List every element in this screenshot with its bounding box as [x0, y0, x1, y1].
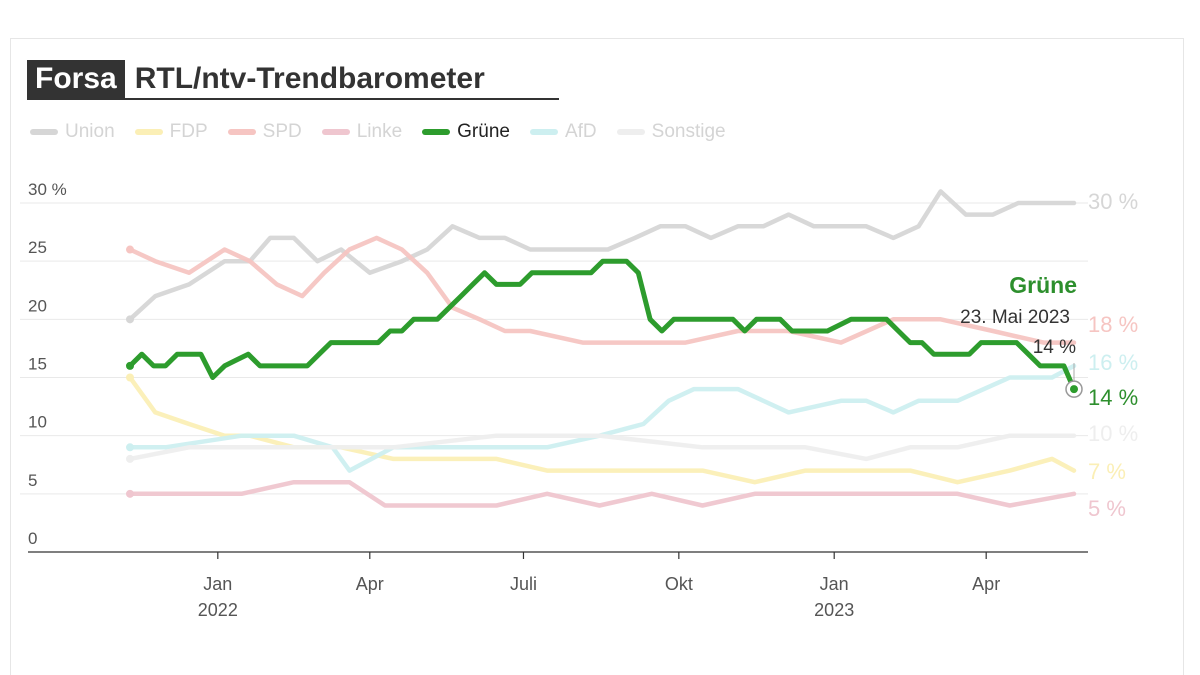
y-tick-label: 5	[28, 471, 37, 490]
x-tick-label: Jan	[820, 574, 849, 594]
y-tick-label: 30 %	[28, 180, 67, 199]
legend-item-sonstige[interactable]: Sonstige	[616, 121, 726, 143]
series-line-afd	[127, 363, 1077, 473]
legend-swatch	[134, 129, 163, 135]
series-start-dot	[126, 315, 134, 324]
x-tick-year-label: 2023	[814, 600, 854, 620]
legend-label: Sonstige	[651, 121, 726, 142]
legend-label: FDP	[169, 121, 208, 142]
legend-item-afd[interactable]: AfD	[529, 121, 597, 143]
brand-label: Forsa	[27, 60, 125, 98]
series-start-dot	[126, 245, 134, 254]
series-end-label: 5 %	[1088, 496, 1126, 521]
legend-label: AfD	[564, 121, 597, 142]
legend-item-grüne[interactable]: Grüne	[422, 121, 510, 143]
legend-swatch	[227, 129, 256, 135]
legend-label: SPD	[262, 121, 302, 142]
series-line-union	[127, 189, 1077, 322]
series-start-dot	[126, 443, 134, 452]
hover-marker-dot	[1070, 385, 1078, 394]
y-tick-label: 20	[28, 296, 47, 315]
tooltip-series-name: Grüne	[1009, 272, 1077, 298]
legend: Union FDP SPD Linke Grüne AfD Sonstige	[30, 121, 746, 143]
x-tick-label: Jan	[203, 574, 232, 594]
x-tick-label: Okt	[665, 574, 693, 594]
series-line-sonstige	[127, 433, 1077, 462]
legend-swatch	[529, 129, 558, 135]
series-line-spd	[127, 235, 1077, 345]
y-tick-label: 0	[28, 529, 37, 548]
tooltip-date: 23. Mai 2023	[960, 307, 1070, 328]
series-end-label: 18 %	[1088, 312, 1138, 337]
chart-title-text: RTL/ntv-Trendbarometer	[134, 62, 485, 95]
y-tick-label: 25	[28, 238, 47, 257]
legend-label: Linke	[356, 121, 403, 142]
series-end-label: 14 %	[1088, 385, 1138, 410]
legend-item-linke[interactable]: Linke	[321, 121, 403, 143]
series-end-label: 16 %	[1088, 350, 1138, 375]
x-tick-year-label: 2022	[198, 600, 238, 620]
legend-label: Union	[65, 121, 115, 142]
chart-title: Forsa RTL/ntv-Trendbarometer	[27, 59, 485, 99]
series-line-grüne	[127, 258, 1077, 392]
series-line-linke	[127, 479, 1077, 508]
series-end-label: 10 %	[1088, 421, 1138, 446]
series-start-dot	[126, 361, 134, 370]
x-tick-label: Apr	[356, 574, 384, 594]
y-tick-label: 10	[28, 413, 47, 432]
y-tick-label: 15	[28, 355, 47, 374]
series-line-fdp	[127, 375, 1077, 485]
series-start-dot	[126, 489, 134, 498]
chart-card	[10, 38, 1184, 675]
x-tick-label: Juli	[510, 574, 537, 594]
series-start-dot	[126, 454, 134, 463]
series-end-label: 30 %	[1088, 189, 1138, 214]
tooltip-value: 14 %	[1033, 337, 1076, 358]
title-underline	[27, 98, 559, 100]
series-end-label: 7 %	[1088, 459, 1126, 484]
legend-item-fdp[interactable]: FDP	[134, 121, 208, 143]
legend-swatch	[321, 129, 350, 135]
legend-swatch	[422, 129, 451, 135]
legend-swatch	[30, 129, 58, 135]
legend-item-spd[interactable]: SPD	[227, 121, 302, 143]
series-start-dot	[126, 373, 134, 382]
legend-item-union[interactable]: Union	[30, 121, 115, 143]
legend-label: Grüne	[457, 121, 510, 142]
legend-swatch	[616, 129, 645, 135]
x-tick-label: Apr	[972, 574, 1000, 594]
